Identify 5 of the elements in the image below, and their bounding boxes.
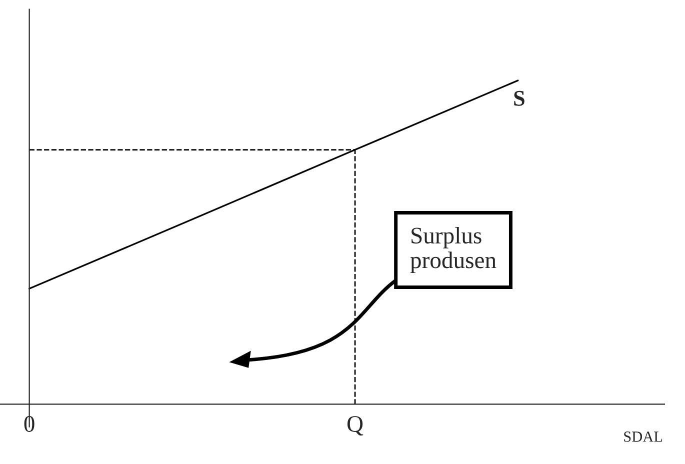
x-axis-title: SDAL (624, 432, 662, 442)
x-tick-label: 0 (24, 416, 34, 432)
series-label: S (514, 90, 524, 106)
annotation: Surplus produsen (410, 226, 496, 274)
x-tick-label: Q (347, 416, 364, 436)
